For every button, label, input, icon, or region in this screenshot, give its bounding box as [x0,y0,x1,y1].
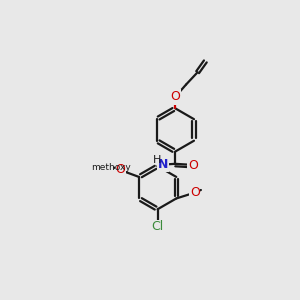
Text: O: O [170,90,180,103]
Text: methoxy: methoxy [91,163,131,172]
Text: H: H [153,155,161,165]
Text: Cl: Cl [152,220,164,233]
Text: O: O [188,159,198,172]
Text: O: O [116,163,125,176]
Text: O: O [190,186,200,199]
Text: N: N [158,158,168,171]
